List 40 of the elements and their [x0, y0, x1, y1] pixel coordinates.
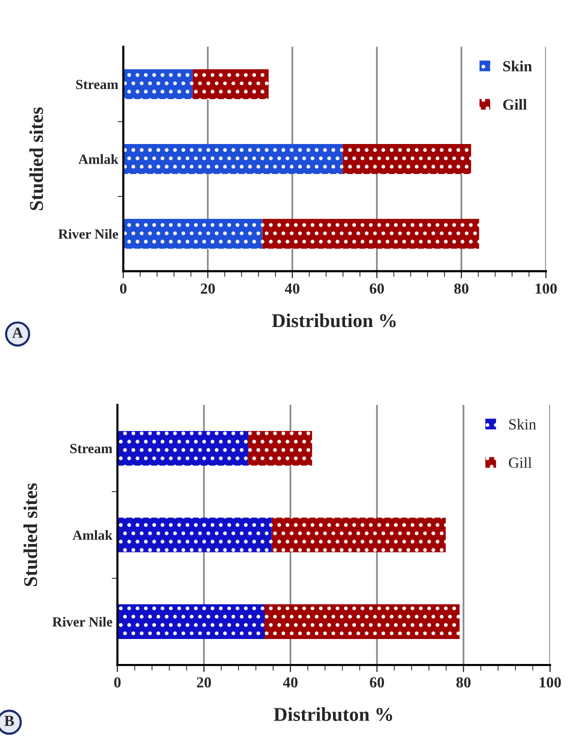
x-tick-label: 80 [456, 677, 471, 688]
x-tick-label: 100 [540, 677, 561, 688]
y-tick-label: Amlak [78, 154, 118, 164]
x-tick-label: 20 [196, 677, 211, 688]
bar [123, 69, 193, 100]
bar [117, 604, 264, 639]
x-tick-label: 60 [370, 677, 384, 688]
y-tick-label: Stream [76, 80, 118, 90]
bar [117, 430, 248, 466]
bar [272, 518, 446, 552]
legend-label: Skin [503, 60, 532, 72]
bar [262, 218, 480, 249]
x-tick-label: 0 [114, 677, 121, 688]
legend-label: Gill [503, 99, 527, 110]
bar [117, 518, 272, 552]
x-tick-label: 100 [536, 283, 557, 294]
y-tick-label: Amlak [72, 530, 113, 540]
x-tick-label: 40 [284, 283, 300, 294]
bar [123, 144, 343, 174]
bar [264, 604, 460, 639]
x-axis-title: Distributon % [274, 707, 392, 722]
x-axis-title: Distribution % [272, 314, 396, 328]
legend-label: Skin [509, 418, 536, 430]
legend-label: Gill [508, 457, 532, 468]
text: B [4, 716, 14, 726]
bar [192, 69, 269, 100]
y-tick-label: River Nile [58, 228, 118, 239]
x-tick-label: 0 [120, 283, 127, 294]
y-tick-label: Stream [70, 444, 112, 454]
bar [123, 218, 262, 249]
x-tick-label: 40 [283, 677, 298, 688]
text: A [12, 328, 24, 338]
y-axis-title: Studied sites [23, 483, 38, 586]
x-tick-label: 80 [454, 283, 468, 294]
y-tick-label: River Nile [52, 616, 112, 627]
x-tick-label: 60 [370, 283, 384, 294]
y-axis-title: Studied sites [29, 107, 44, 210]
bar [248, 430, 312, 466]
bar [342, 144, 472, 174]
x-tick-label: 20 [200, 283, 215, 294]
